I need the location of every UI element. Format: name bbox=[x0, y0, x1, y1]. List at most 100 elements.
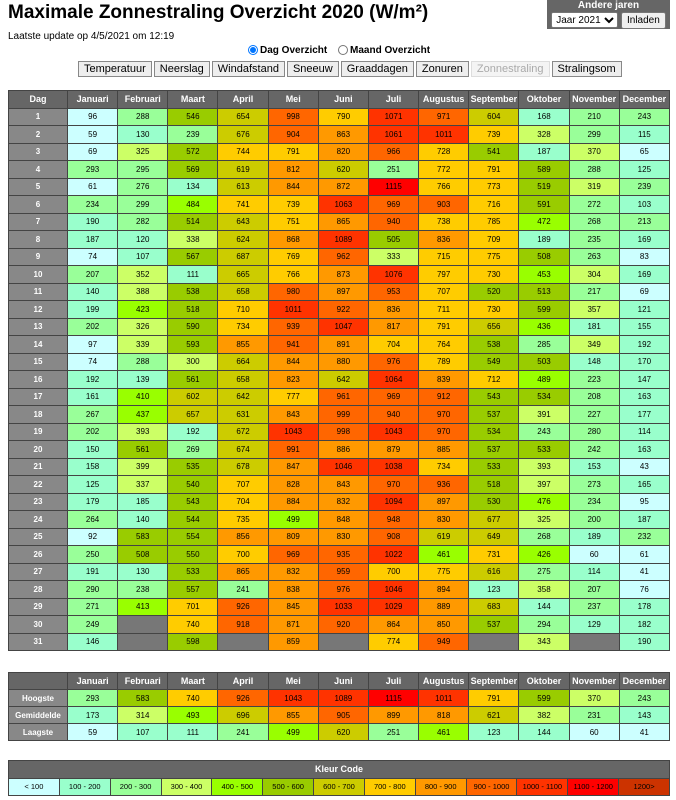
row: 24 264 140 544 735 499 848 948 830 677 325 200 187 bbox=[8, 510, 671, 529]
value-cell: 537 bbox=[468, 440, 520, 459]
value-cell: 207 bbox=[66, 265, 119, 284]
last-update: Laatste update op 4/5/2021 om 12:19 bbox=[8, 31, 175, 42]
value-cell: 263 bbox=[568, 247, 620, 266]
value-cell: 885 bbox=[418, 440, 470, 459]
row-label: 6 bbox=[8, 195, 68, 214]
year-select[interactable]: Jaar 2021 bbox=[551, 12, 619, 28]
value-cell: 178 bbox=[618, 597, 671, 616]
value-cell: 730 bbox=[468, 300, 520, 319]
value-cell: 864 bbox=[367, 615, 420, 634]
row: 2 59 130 239 676 904 863 1061 1011 739 328 299 115 bbox=[8, 125, 671, 144]
row-label: 29 bbox=[8, 597, 68, 616]
month-header: Juli bbox=[367, 672, 420, 690]
month-header: Mei bbox=[267, 672, 319, 690]
value-cell: 739 bbox=[267, 195, 319, 214]
row-label: 17 bbox=[8, 387, 68, 406]
tab-button[interactable]: Sneeuw bbox=[286, 61, 339, 77]
value-cell: 1043 bbox=[267, 422, 319, 441]
value-cell: 208 bbox=[568, 387, 620, 406]
value-cell: 905 bbox=[317, 706, 369, 724]
row: Hoogste 293 583 740 926 1043 1089 1115 1011 791 59… bbox=[8, 689, 671, 707]
value-cell: 1046 bbox=[317, 457, 369, 476]
row: 6 234 299 484 741 739 1063 969 903 716 591 272 103 bbox=[8, 195, 671, 214]
value-cell: 541 bbox=[468, 142, 520, 161]
value-cell: 533 bbox=[518, 440, 570, 459]
value-cell: 791 bbox=[418, 317, 470, 336]
value-cell: 664 bbox=[217, 352, 269, 371]
value-cell: 980 bbox=[267, 282, 319, 301]
value-cell: 832 bbox=[267, 562, 319, 581]
radio[interactable] bbox=[338, 45, 349, 56]
value-cell: 889 bbox=[418, 597, 470, 616]
value-cell: 613 bbox=[217, 177, 269, 196]
value-cell: 192 bbox=[66, 370, 119, 389]
value-cell: 572 bbox=[167, 142, 219, 161]
value-cell: 941 bbox=[267, 335, 319, 354]
row: 5 61 276 134 613 844 872 1115 766 773 519 319 239 bbox=[8, 177, 671, 196]
value-cell: 961 bbox=[317, 387, 369, 406]
value-cell: 153 bbox=[568, 457, 620, 476]
legend-table: Kleur Code < 100 100 - 200 200 - 300 300 - 4… bbox=[8, 760, 670, 796]
value-cell: 683 bbox=[468, 597, 520, 616]
value-cell: 850 bbox=[418, 615, 470, 634]
legend-item: 700 - 800 bbox=[363, 777, 416, 796]
empty-cell bbox=[317, 632, 369, 651]
value-cell: 92 bbox=[66, 527, 119, 546]
value-cell: 61 bbox=[618, 545, 671, 564]
value-cell: 966 bbox=[367, 142, 420, 161]
value-cell: 855 bbox=[217, 335, 269, 354]
value-cell: 43 bbox=[618, 457, 671, 476]
value-cell: 1038 bbox=[367, 457, 420, 476]
value-cell: 969 bbox=[367, 195, 420, 214]
month-header: April bbox=[217, 672, 269, 690]
value-cell: 288 bbox=[568, 160, 620, 179]
empty-cell bbox=[468, 632, 520, 651]
radio[interactable] bbox=[248, 45, 258, 56]
value-cell: 370 bbox=[568, 142, 620, 161]
load-button[interactable]: Inladen bbox=[620, 11, 666, 29]
value-cell: 899 bbox=[367, 706, 420, 724]
value-cell: 711 bbox=[418, 300, 470, 319]
header-row: Dag Januari Februari Maart April Mei Juni Juli A… bbox=[8, 90, 671, 109]
value-cell: 217 bbox=[568, 282, 620, 301]
row-label: 30 bbox=[8, 615, 68, 634]
value-cell: 74 bbox=[66, 352, 119, 371]
value-cell: 120 bbox=[117, 230, 169, 249]
tab-button[interactable]: Graaddagen bbox=[340, 61, 414, 77]
value-cell: 549 bbox=[468, 352, 520, 371]
value-cell: 223 bbox=[568, 370, 620, 389]
value-cell: 599 bbox=[518, 689, 570, 707]
value-cell: 314 bbox=[117, 706, 169, 724]
value-cell: 114 bbox=[568, 562, 620, 581]
legend-title-row: Kleur Code bbox=[8, 760, 670, 779]
tab-button[interactable]: Stralingsom bbox=[551, 61, 622, 77]
value-cell: 891 bbox=[317, 335, 369, 354]
value-cell: 130 bbox=[117, 562, 169, 581]
value-cell: 161 bbox=[66, 387, 119, 406]
value-cell: 282 bbox=[117, 212, 169, 231]
value-cell: 59 bbox=[66, 125, 119, 144]
row: 21 158 399 535 678 847 1046 1038 734 533 393 153 43 bbox=[8, 457, 671, 476]
tab-button[interactable]: Zonnestraling bbox=[470, 61, 550, 77]
month-header: Maart bbox=[167, 90, 219, 109]
tab-button[interactable]: Temperatuur bbox=[78, 61, 152, 77]
value-cell: 620 bbox=[317, 723, 369, 741]
tab-button[interactable]: Windafstand bbox=[211, 61, 285, 77]
value-cell: 583 bbox=[117, 689, 169, 707]
tab-button[interactable]: Neerslag bbox=[153, 61, 210, 77]
value-cell: 173 bbox=[66, 706, 119, 724]
view-option[interactable]: Dag Overzicht bbox=[248, 45, 327, 56]
value-cell: 235 bbox=[568, 230, 620, 249]
value-cell: 1094 bbox=[367, 492, 420, 511]
value-cell: 129 bbox=[568, 615, 620, 634]
value-cell: 397 bbox=[518, 475, 570, 494]
value-cell: 155 bbox=[618, 317, 671, 336]
value-cell: 775 bbox=[418, 562, 470, 581]
view-option[interactable]: Maand Overzicht bbox=[338, 45, 430, 56]
row-label: 5 bbox=[8, 177, 68, 196]
value-cell: 939 bbox=[267, 317, 319, 336]
tab-button[interactable]: Zonuren bbox=[415, 61, 469, 77]
value-cell: 998 bbox=[317, 422, 369, 441]
row: 7 190 282 514 643 751 865 940 738 785 472 268 213 bbox=[8, 212, 671, 231]
value-cell: 319 bbox=[568, 177, 620, 196]
